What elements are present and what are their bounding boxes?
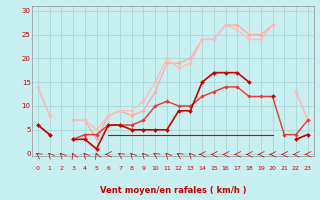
X-axis label: Vent moyen/en rafales ( km/h ): Vent moyen/en rafales ( km/h ) [100, 186, 246, 195]
